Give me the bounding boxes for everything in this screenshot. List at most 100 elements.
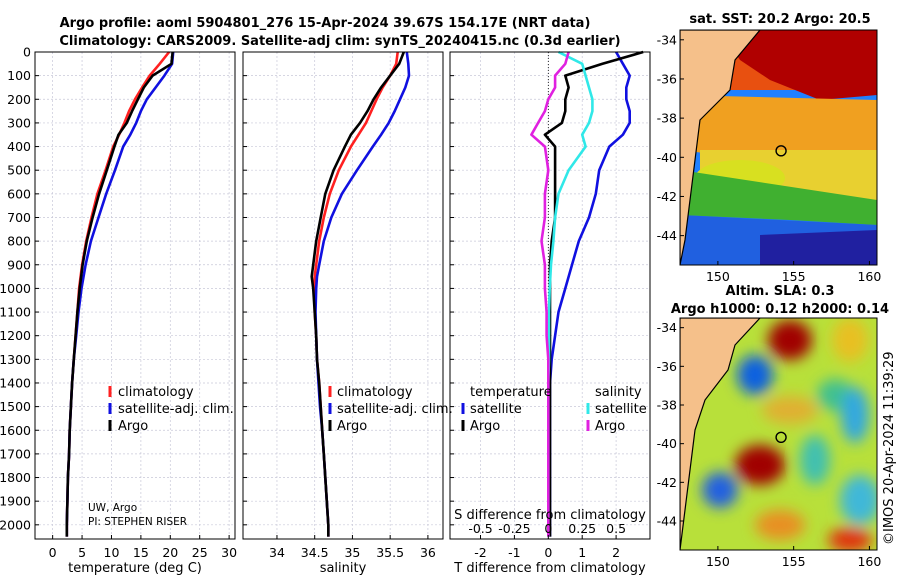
- x-tick-label: 36: [420, 545, 436, 560]
- y-tick-label: 1500: [0, 399, 31, 414]
- series-line-s-argo: [530, 51, 570, 537]
- x-top-tick-label: 0: [544, 521, 552, 536]
- x-top-tick-label: -0.25: [498, 521, 530, 536]
- y-tick-label: 1900: [0, 494, 31, 509]
- salinity-panel: 34 34.5 35 35.5 36 salinity climatology sate…: [242, 51, 453, 576]
- difference-legend: temperature satellite Argo salinity sate…: [461, 385, 647, 434]
- x-tick-label: 30: [221, 545, 237, 560]
- salinity-legend: climatology satellite-adj. clim. Argo: [328, 385, 453, 434]
- series-line-climatology: [313, 51, 399, 537]
- x-tick-label: 20: [162, 545, 178, 560]
- y-tick-label: 0: [23, 45, 31, 60]
- legend-argo-label: Argo: [337, 419, 367, 434]
- map-y-tick-label: -38: [657, 398, 677, 413]
- series-line-argo: [310, 51, 406, 537]
- temperature-axes-box: [34, 51, 236, 540]
- series-line-satellite-adj-clim-: [314, 51, 411, 537]
- x-tick-label: 34.5: [301, 545, 329, 560]
- legend-temperature-title: temperature: [470, 385, 552, 400]
- x-tick-label: 5: [78, 545, 86, 560]
- legend-argo-label: Argo: [118, 419, 148, 434]
- map-y-tick-label: -38: [657, 111, 677, 126]
- sla-map-title-line1: Altim. SLA: 0.3: [726, 284, 835, 299]
- y-tick-label: 900: [7, 257, 31, 272]
- x-tick-label: 1: [578, 545, 586, 560]
- y-tick-label: 500: [7, 163, 31, 178]
- sla-map: 150 155 160 -34 -36 -38 -40 -42 -44: [657, 317, 881, 569]
- y-tick-label: 600: [7, 186, 31, 201]
- difference-panel: -2 -1 0 1 2 -0.5 -0.25 0 0.25 0.5 T difference fr…: [449, 50, 651, 576]
- legend-t-argo-label: Argo: [470, 419, 500, 434]
- y-tick-label: 800: [7, 234, 31, 249]
- temperature-xlabel: temperature (deg C): [68, 561, 202, 576]
- sst-map: 150 155 160 -34 -36 -38 -40 -42 -44: [657, 29, 881, 284]
- sla-argo-location-marker: [775, 431, 787, 443]
- x-tick-label: 35.5: [376, 545, 404, 560]
- y-tick-label: 300: [7, 115, 31, 130]
- map-x-tick-label: 155: [782, 269, 806, 284]
- series-line-t-argo: [543, 50, 644, 537]
- x-tick-label: 0: [49, 545, 57, 560]
- difference-axes-box: [449, 51, 651, 540]
- legend-salinity-title: salinity: [595, 385, 642, 400]
- map-y-tick-label: -44: [657, 228, 677, 243]
- legend-t-satellite-label: satellite: [470, 402, 522, 417]
- figure-title-line2: Climatology: CARS2009. Satellite-adj cli…: [59, 34, 620, 49]
- x-tick-label: 25: [192, 545, 208, 560]
- y-tick-label: 1200: [0, 328, 31, 343]
- salinity-xlabel: salinity: [320, 561, 367, 576]
- x-tick-label: 34: [269, 545, 285, 560]
- map-y-tick-label: -42: [657, 475, 677, 490]
- legend-satellite-label: satellite-adj. clim.: [337, 402, 453, 417]
- y-tick-label: 1600: [0, 423, 31, 438]
- y-tick-label: 1300: [0, 352, 31, 367]
- credit-text: UW, Argo: [88, 502, 137, 514]
- y-tick-label: 1400: [0, 375, 31, 390]
- map-x-tick-label: 155: [782, 554, 806, 569]
- salinity-axes-box: [242, 51, 444, 540]
- map-y-tick-label: -42: [657, 189, 677, 204]
- y-tick-label: 2000: [0, 517, 31, 532]
- legend-climatology-label: climatology: [337, 385, 413, 400]
- x-tick-label: 10: [104, 545, 120, 560]
- y-tick-label: 100: [7, 68, 31, 83]
- map-y-tick-label: -36: [657, 359, 677, 374]
- legend-s-argo-label: Argo: [595, 419, 625, 434]
- y-tick-label: 1000: [0, 281, 31, 296]
- x-tick-label: -1: [508, 545, 520, 560]
- sla-map-frame: [679, 317, 878, 551]
- legend-climatology-label: climatology: [118, 385, 194, 400]
- map-y-tick-label: -34: [657, 32, 677, 47]
- x-tick-label: 2: [612, 545, 620, 560]
- map-x-tick-label: 150: [706, 554, 730, 569]
- map-y-tick-label: -44: [657, 514, 677, 529]
- series-line-s-satellite: [546, 50, 594, 537]
- series-line-t-satellite: [548, 51, 632, 537]
- sla-map-title-line2: Argo h1000: 0.12 h2000: 0.14: [671, 302, 889, 317]
- legend-s-satellite-label: satellite: [595, 402, 647, 417]
- x-top-tick-label: 0.25: [568, 521, 596, 536]
- x-top-tick-label: 0.5: [606, 521, 626, 536]
- legend-satellite-label: satellite-adj. clim.: [118, 402, 234, 417]
- difference-xlabel-top: S difference from climatology: [454, 508, 646, 523]
- imos-watermark: ©IMOS 20-Apr-2024 11:39:29: [882, 351, 897, 545]
- map-x-tick-label: 150: [706, 269, 730, 284]
- pi-text: PI: STEPHEN RISER: [88, 516, 187, 528]
- map-x-tick-label: 160: [857, 269, 881, 284]
- sst-argo-location-marker: [775, 145, 787, 157]
- figure-title-line1: Argo profile: aoml 5904801_276 15-Apr-20…: [60, 16, 591, 31]
- y-tick-label: 1700: [0, 446, 31, 461]
- y-tick-label: 1100: [0, 305, 31, 320]
- temperature-panel: 0100200300400500600700800900100011001200…: [0, 45, 237, 577]
- series-line-satellite-adj-clim-: [65, 51, 175, 537]
- difference-xlabel: T difference from climatology: [453, 561, 646, 576]
- temperature-legend: climatology satellite-adj. clim. Argo: [108, 385, 234, 434]
- y-tick-label: 400: [7, 139, 31, 154]
- map-x-tick-label: 160: [857, 554, 881, 569]
- y-tick-label: 1800: [0, 470, 31, 485]
- map-y-tick-label: -34: [657, 320, 677, 335]
- x-tick-label: 35: [344, 545, 360, 560]
- x-top-tick-label: -0.5: [468, 521, 492, 536]
- x-tick-label: 0: [544, 545, 552, 560]
